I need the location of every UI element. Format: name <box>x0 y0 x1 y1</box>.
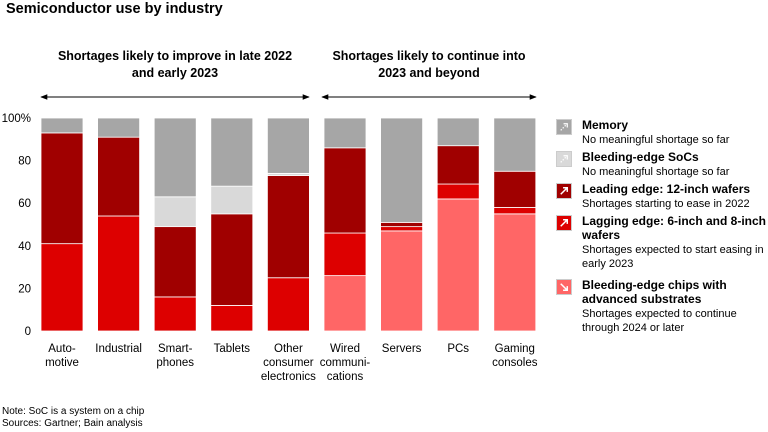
y-tick-label: 60 <box>18 198 31 210</box>
x-category-label: Auto-motive <box>45 343 79 369</box>
bar-segment <box>153 296 197 332</box>
bar-segment <box>210 213 254 306</box>
dashed-arrow-icon <box>556 119 572 135</box>
legend-label: Bleeding-edge SoCs <box>582 150 699 164</box>
bar-segment <box>436 198 480 332</box>
footnote-sources: Sources: Gartner; Bain analysis <box>2 418 143 429</box>
x-category-label: PCs <box>447 343 469 355</box>
bar-segment <box>210 185 254 215</box>
bar-segment <box>210 117 254 187</box>
legend-label: Bleeding-edge chips with advanced substr… <box>582 278 727 306</box>
legend-label: Lagging edge: 6-inch and 8-inch wafers <box>582 214 767 242</box>
bar-segment <box>40 117 84 134</box>
bar-segment <box>436 145 480 185</box>
bar-segment <box>380 117 424 223</box>
bar-segment <box>97 215 140 332</box>
bar-segment <box>493 170 537 208</box>
bar-segment <box>436 183 480 200</box>
legend-label: Leading edge: 12-inch wafers <box>582 182 751 196</box>
arrow-down-right-icon <box>556 279 572 295</box>
footnote-note: Note: SoC is a system on a chip <box>2 406 145 417</box>
legend-note: No meaningful shortage so far <box>582 134 730 146</box>
bar-segment <box>153 226 197 298</box>
y-tick-label: 80 <box>18 156 31 168</box>
bar-segment <box>493 207 537 215</box>
x-category-label: Servers <box>382 343 422 355</box>
y-tick-label: 20 <box>18 283 31 295</box>
x-category-label: Smart-phones <box>156 343 194 369</box>
x-category-label: Gaming consoles <box>492 343 538 369</box>
bar-segment <box>493 213 537 332</box>
bar-segment <box>97 136 140 217</box>
x-category-label: Tablets <box>214 343 251 355</box>
group-header-improve: Shortages likely to improve in late 2022… <box>57 49 293 80</box>
y-tick-label: 100% <box>2 113 31 125</box>
bar-segment <box>40 132 84 245</box>
bar-segment <box>380 226 424 232</box>
stacked-bar-chart: 0 20 40 60 80 100% Auto-motive Industrial Smart-… <box>2 94 538 383</box>
bar-segment <box>380 221 424 228</box>
bar-segment <box>40 243 84 332</box>
legend-note: Shortages expected to start easing in ea… <box>582 244 764 270</box>
bar-segment <box>323 275 367 332</box>
x-category-label: Wired communi-cations <box>320 343 371 383</box>
y-tick-label: 0 <box>25 326 31 338</box>
bar-segment <box>323 232 367 277</box>
bar-segment <box>266 277 310 332</box>
legend-note: Shortages starting to ease in 2022 <box>582 198 750 210</box>
bar-segment <box>266 117 310 174</box>
bar-segment <box>436 117 480 147</box>
dashed-arrow-icon <box>556 151 572 167</box>
chart-title: Semiconductor use by industry <box>6 1 223 17</box>
bar-segment <box>210 305 254 332</box>
arrow-up-right-icon <box>556 215 572 231</box>
bar-segment <box>323 117 367 149</box>
bar-segment <box>153 196 197 228</box>
x-category-label: Industrial <box>95 343 142 355</box>
y-tick-label: 40 <box>18 241 31 253</box>
legend-note: Shortages expected to continue through 2… <box>582 308 737 334</box>
x-category-label: Other consumer electronics <box>261 343 316 383</box>
bar-segment <box>380 230 424 332</box>
bar-segment <box>97 117 140 138</box>
bar-segment <box>493 117 537 172</box>
bar-segment <box>323 147 367 234</box>
bar-segment <box>266 175 310 279</box>
bar-segment <box>153 117 197 198</box>
group-header-continue: Shortages likely to continue into 2023 a… <box>332 49 526 80</box>
legend-label: Memory <box>582 118 629 132</box>
legend-note: No meaningful shortage so far <box>582 166 730 178</box>
arrow-up-right-icon <box>556 183 572 199</box>
